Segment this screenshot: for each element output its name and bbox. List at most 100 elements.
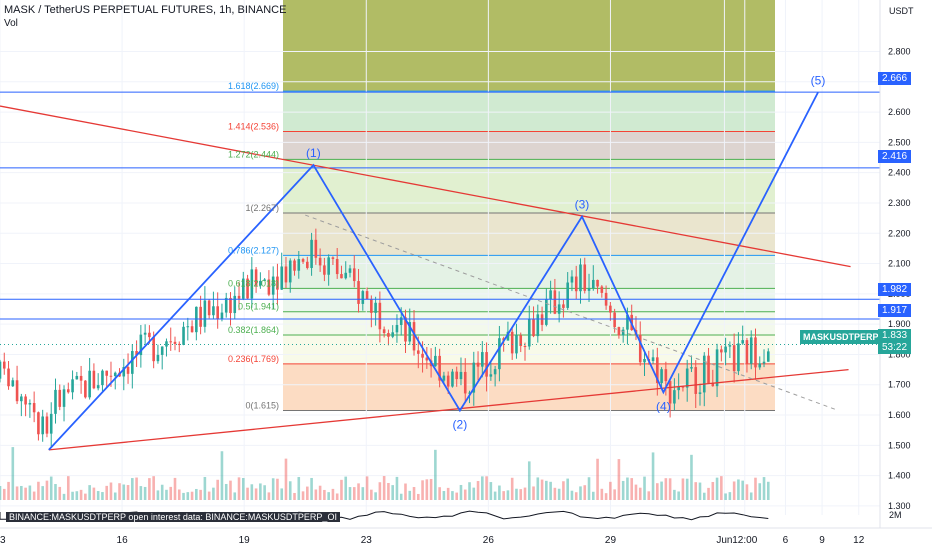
- volume-bar: [301, 491, 305, 500]
- volume-bar: [609, 481, 612, 500]
- volume-bar: [656, 483, 659, 500]
- candle-body: [88, 370, 91, 398]
- candle-body: [237, 295, 241, 299]
- volume-bar: [152, 476, 155, 500]
- candle-body: [660, 369, 663, 384]
- volume-bar: [344, 476, 348, 500]
- candle-body: [621, 329, 625, 336]
- candle-body: [399, 317, 403, 325]
- volume-bar: [263, 485, 266, 500]
- price-tag-1982: 1.982: [878, 283, 912, 296]
- candle-body: [382, 329, 386, 334]
- volume-bar: [246, 487, 249, 500]
- volume-bar: [11, 447, 15, 500]
- volume-bar: [131, 478, 134, 500]
- candle-body: [109, 375, 113, 377]
- last-price-tag: 1.833: [878, 329, 912, 342]
- candle-body: [570, 276, 574, 283]
- candle-body: [472, 362, 476, 393]
- candle-body: [732, 345, 736, 372]
- candle-body: [745, 340, 749, 364]
- candle-body: [638, 334, 642, 363]
- volume-bar: [634, 484, 638, 500]
- wave-label: (3): [575, 198, 590, 212]
- volume-bar: [481, 476, 484, 500]
- candle-body: [327, 257, 330, 275]
- candle-body: [549, 290, 552, 299]
- candle-body: [280, 266, 284, 290]
- candle-body: [600, 286, 604, 293]
- candle-body: [664, 369, 668, 382]
- volume-bar: [476, 481, 480, 500]
- candle-body: [596, 279, 599, 287]
- volume-bar: [293, 492, 296, 500]
- volume-bar: [515, 488, 518, 500]
- candle-body: [28, 403, 32, 405]
- candle-body: [446, 375, 450, 387]
- candle-body: [698, 392, 702, 394]
- series-name-tag: MASKUSDTPERP: [800, 330, 882, 344]
- candle-body: [263, 279, 266, 281]
- candle-body: [15, 380, 19, 402]
- x-tick-label: 29: [605, 535, 617, 546]
- candle-body: [49, 413, 53, 434]
- volume-bar: [638, 487, 642, 500]
- volume-bar: [694, 482, 698, 500]
- candle-body: [276, 276, 279, 290]
- volume-bar: [32, 491, 36, 500]
- volume-bar: [288, 481, 292, 500]
- volume-bar: [583, 485, 587, 500]
- candle-body: [254, 269, 258, 286]
- volume-bar: [318, 485, 322, 500]
- candle-body: [177, 343, 181, 345]
- wave-label: (2): [453, 417, 468, 431]
- y-tick-label: 2.400: [888, 168, 911, 178]
- volume-bar: [207, 491, 211, 500]
- volume-bar: [382, 476, 386, 500]
- volume-bar: [451, 491, 454, 500]
- volume-bar: [681, 478, 685, 500]
- volume-bar: [732, 481, 736, 500]
- candle-body: [37, 412, 40, 435]
- volume-bar: [143, 486, 147, 500]
- candle-body: [105, 370, 109, 376]
- candle-body: [58, 389, 62, 407]
- x-tick-label: 26: [483, 535, 495, 546]
- volume-bar: [135, 477, 138, 500]
- candle-body: [54, 389, 57, 414]
- candle-body: [583, 264, 587, 291]
- candle-body: [229, 297, 232, 314]
- volume-bar: [749, 492, 753, 500]
- y-tick-label: 1.800: [888, 349, 911, 359]
- y-tick-label: 1.900: [888, 319, 911, 329]
- x-tick-label: 6: [783, 535, 789, 546]
- volume-bar: [741, 480, 744, 500]
- candle-body: [293, 260, 296, 271]
- volume-bar: [685, 478, 689, 500]
- candle-body: [122, 367, 126, 377]
- wave-label: (5): [811, 73, 826, 87]
- volume-bar: [510, 477, 514, 500]
- volume-bar: [113, 492, 117, 500]
- fib-zone: [283, 131, 775, 160]
- candle-body: [656, 357, 659, 384]
- candle-body: [404, 317, 407, 342]
- volume-bar: [596, 458, 599, 500]
- candle-body: [186, 326, 190, 328]
- candle-body: [284, 266, 288, 283]
- volume-bar: [361, 487, 365, 500]
- candle-body: [310, 239, 313, 268]
- candle-body: [233, 295, 237, 314]
- volume-bar: [195, 488, 198, 500]
- volume-bar: [126, 485, 130, 500]
- candle-body: [156, 354, 160, 362]
- y-tick-label: 2.200: [888, 228, 911, 238]
- volume-bar: [190, 491, 194, 500]
- y-tick-label: 2.100: [888, 259, 911, 269]
- candle-body: [71, 379, 74, 393]
- wave-label: (4): [656, 399, 671, 413]
- y-tick-label: 1.700: [888, 380, 911, 390]
- candle-body: [613, 312, 616, 328]
- volume-bar: [715, 477, 719, 500]
- y-axis-area: [880, 0, 932, 550]
